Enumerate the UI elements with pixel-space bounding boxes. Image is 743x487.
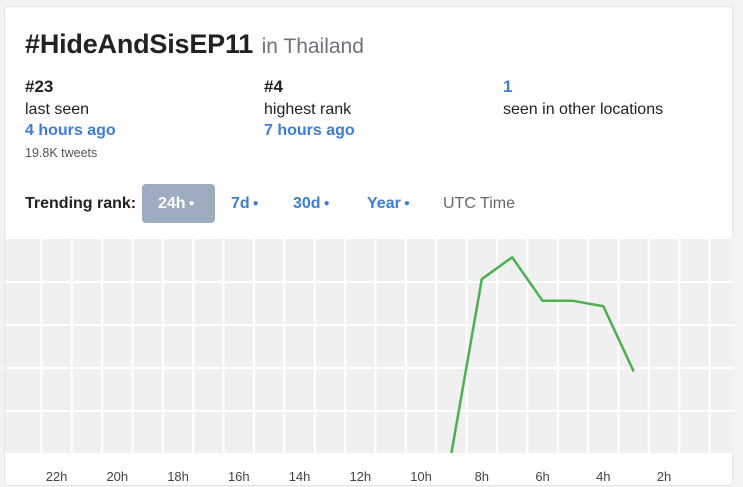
location-label: in Thailand bbox=[261, 35, 364, 58]
tab-7d-label: 7d bbox=[231, 195, 250, 212]
rank-series-line bbox=[450, 256, 635, 454]
highest-rank-value: #4 bbox=[264, 77, 283, 96]
last-seen-label: last seen bbox=[25, 101, 90, 118]
dot-icon: ● bbox=[252, 198, 259, 209]
stat-highest-rank: #4 highest rank 7 hours ago bbox=[264, 77, 355, 141]
trend-chart: 22h 20h 18h 16h 14h 12h 10h 8h 6h 4h 2h bbox=[5, 239, 734, 487]
x-tick-label: 10h bbox=[410, 469, 432, 484]
tab-24h[interactable]: 24h ● bbox=[142, 184, 215, 223]
tab-30d[interactable]: 30d ● bbox=[293, 184, 330, 223]
title-row: #HideAndSisEP11 in Thailand bbox=[25, 29, 364, 60]
x-tick-label: 22h bbox=[46, 469, 68, 484]
tab-24h-label: 24h bbox=[158, 195, 186, 212]
dot-icon: ● bbox=[403, 198, 410, 209]
hashtag-title[interactable]: #HideAndSisEP11 bbox=[25, 29, 254, 59]
other-locations-count-link[interactable]: 1 bbox=[503, 77, 513, 96]
tab-year[interactable]: Year ● bbox=[367, 184, 410, 223]
last-seen-time-link[interactable]: 4 hours ago bbox=[25, 122, 116, 139]
trend-card: #HideAndSisEP11 in Thailand #23 last see… bbox=[4, 6, 734, 487]
x-tick-label: 16h bbox=[228, 469, 250, 484]
x-tick-label: 14h bbox=[289, 469, 311, 484]
x-tick-label: 8h bbox=[475, 469, 489, 484]
chart-background bbox=[5, 239, 734, 453]
dot-icon: ● bbox=[323, 198, 330, 209]
tweet-count: 19.8K tweets bbox=[25, 146, 98, 160]
highest-rank-time-link[interactable]: 7 hours ago bbox=[264, 122, 355, 139]
tab-year-label: Year bbox=[367, 195, 401, 212]
utc-time-toggle[interactable]: UTC Time bbox=[443, 195, 515, 212]
tab-7d[interactable]: 7d ● bbox=[231, 184, 259, 223]
x-tick-label: 20h bbox=[106, 469, 128, 484]
highest-rank-label: highest rank bbox=[264, 101, 352, 118]
x-tick-label: 18h bbox=[167, 469, 189, 484]
tab-30d-label: 30d bbox=[293, 195, 321, 212]
last-seen-rank: #23 bbox=[25, 77, 54, 96]
x-tick-label: 4h bbox=[596, 469, 610, 484]
dot-icon: ● bbox=[188, 198, 195, 209]
stat-last-seen: #23 last seen 4 hours ago 19.8K tweets bbox=[25, 77, 116, 160]
stat-other-locations: 1 seen in other locations bbox=[503, 77, 663, 121]
trend-chart-svg: 22h 20h 18h 16h 14h 12h 10h 8h 6h 4h 2h bbox=[5, 239, 734, 484]
x-tick-label: 2h bbox=[657, 469, 671, 484]
x-tick-label: 6h bbox=[535, 469, 549, 484]
trending-rank-label: Trending rank: bbox=[25, 195, 137, 212]
x-tick-label: 12h bbox=[349, 469, 371, 484]
other-locations-label: seen in other locations bbox=[503, 101, 664, 118]
